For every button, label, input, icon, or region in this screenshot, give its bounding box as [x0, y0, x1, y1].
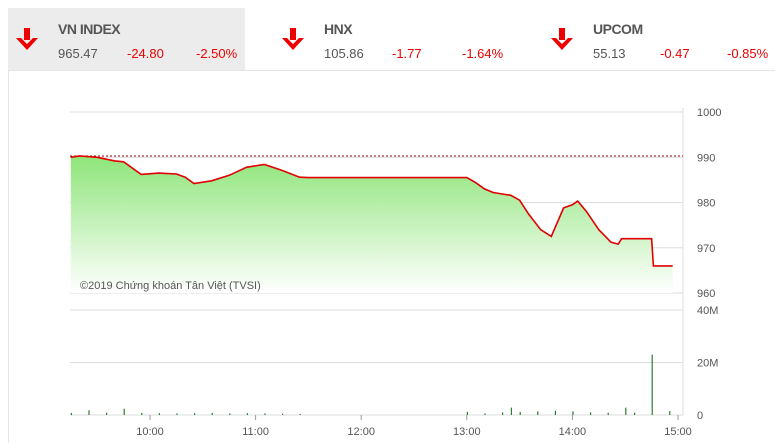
tab-upcom[interactable]: UPCOM 55.13 -0.47 -0.85%	[543, 8, 775, 70]
index-value: 105.86	[324, 46, 364, 61]
x-tick-label: 11:00	[242, 426, 269, 438]
x-tick-label: 13:00	[453, 426, 481, 438]
volume-bar	[607, 412, 609, 415]
tab-name: VN INDEX	[58, 21, 121, 37]
index-change: -0.47	[660, 46, 690, 61]
x-tick-label: 14:00	[559, 426, 587, 438]
volume-bar	[70, 412, 72, 415]
volume-bar	[141, 412, 143, 415]
arrow-down-icon	[551, 28, 573, 50]
volume-bar	[282, 413, 284, 415]
y-tick-label: 990	[697, 152, 715, 164]
tab-name: UPCOM	[593, 21, 643, 37]
volume-bar	[669, 411, 671, 415]
volume-bar	[299, 413, 301, 415]
volume-bar	[625, 407, 627, 415]
index-percent: -2.50%	[196, 46, 238, 61]
volume-bar	[229, 413, 231, 415]
price-line	[70, 155, 673, 267]
volume-bar	[519, 411, 521, 415]
volume-bar	[466, 411, 468, 415]
y-tick-label: 980	[697, 198, 715, 210]
volume-bar	[123, 408, 125, 415]
volume-tick-label: 0	[697, 410, 703, 422]
chart-frame	[8, 70, 775, 443]
index-change: -24.80	[127, 46, 164, 61]
index-percent: -1.64%	[462, 46, 504, 61]
x-tick-label: 10:00	[136, 426, 164, 438]
arrow-down-icon	[16, 28, 38, 50]
volume-bar	[88, 410, 90, 415]
y-tick-label: 970	[697, 243, 715, 255]
volume-tick-label: 40M	[697, 305, 718, 317]
volume-bar	[590, 412, 592, 415]
volume-bar	[554, 410, 556, 415]
volume-bar	[502, 412, 504, 415]
watermark: ©2019 Chứng khoán Tân Việt (TVSI)	[80, 280, 261, 292]
x-tick-label: 15:00	[664, 426, 692, 438]
index-percent: -0.85%	[727, 46, 769, 61]
y-tick-label: 960	[697, 288, 715, 300]
index-tabs: VN INDEX 965.47 -24.80 -2.50% HNX 105.86…	[8, 8, 775, 70]
volume-bar	[572, 411, 574, 415]
volume-bar	[510, 407, 512, 415]
index-value: 965.47	[58, 46, 98, 61]
tab-vn-index[interactable]: VN INDEX 965.47 -24.80 -2.50%	[8, 8, 245, 70]
volume-bar	[106, 412, 108, 415]
volume-bar	[537, 411, 539, 415]
volume-bar	[651, 354, 653, 415]
volume-bar	[246, 413, 248, 415]
volume-bar	[484, 413, 486, 415]
tab-hnx[interactable]: HNX 105.86 -1.77 -1.64%	[274, 8, 511, 70]
index-change: -1.77	[392, 46, 422, 61]
y-tick-label: 1000	[697, 107, 721, 119]
volume-bar	[158, 413, 160, 415]
volume-tick-label: 20M	[697, 358, 718, 370]
volume-bar	[634, 412, 636, 415]
arrow-down-icon	[282, 28, 304, 50]
volume-bar	[194, 413, 196, 415]
index-value: 55.13	[593, 46, 626, 61]
tab-name: HNX	[324, 21, 353, 37]
price-area	[70, 155, 673, 293]
x-tick-label: 12:00	[347, 426, 375, 438]
volume-bar	[211, 412, 213, 415]
volume-bar	[176, 413, 178, 415]
volume-bar	[264, 413, 266, 415]
